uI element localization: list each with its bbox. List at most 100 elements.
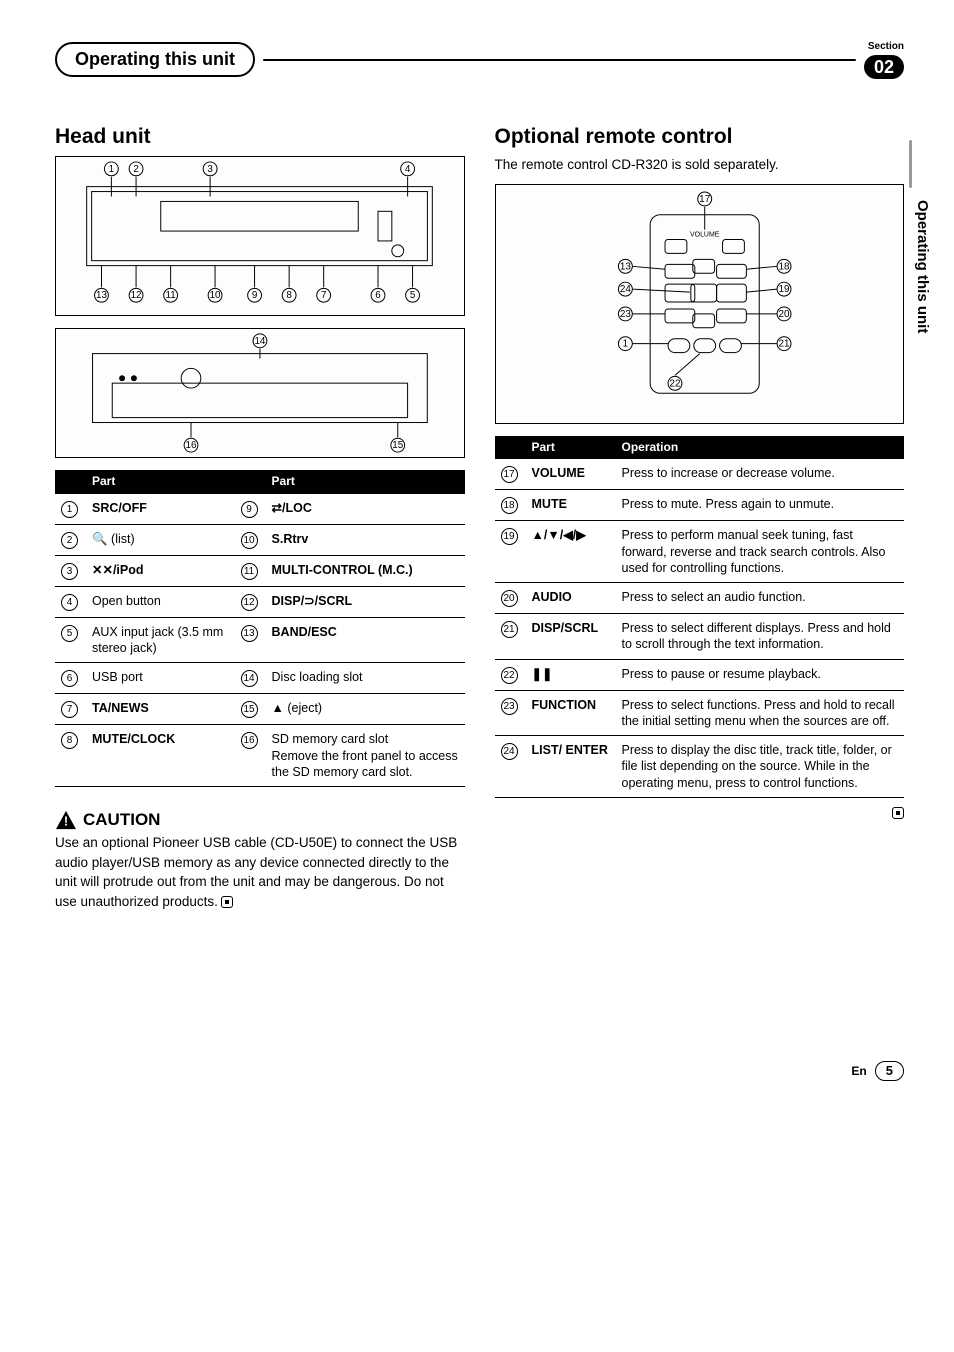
svg-text:6: 6 — [376, 291, 382, 302]
left-column: Head unit 1 2 3 4 — [55, 99, 465, 911]
right-column: Optional remote control The remote contr… — [495, 99, 905, 911]
part-name: USB port — [86, 663, 235, 694]
svg-text:4: 4 — [405, 164, 411, 175]
end-marker-icon — [892, 807, 904, 819]
remote-operations-table: Part Operation 17 VOLUMEPress to increase… — [495, 436, 905, 798]
svg-text:1: 1 — [109, 164, 114, 175]
remote-operation-desc: Press to select different displays. Pres… — [616, 614, 905, 660]
svg-text:24: 24 — [619, 284, 631, 295]
svg-text:16: 16 — [185, 440, 196, 451]
th-part-1: Part — [86, 470, 235, 494]
callout-number: 10 — [241, 532, 258, 549]
caution-text-content: Use an optional Pioneer USB cable (CD-U5… — [55, 835, 457, 909]
section-block: Section 02 — [864, 40, 904, 79]
part-name: SD memory card slotRemove the front pane… — [266, 725, 465, 787]
part-name: 🔍 (list) — [86, 524, 235, 555]
table-row: 5 AUX input jack (3.5 mm stereo jack) 13 BA… — [55, 617, 465, 663]
table-row: 19 ▲/▼/◀/▶Press to perform manual seek tu… — [495, 521, 905, 583]
callout-number: 7 — [61, 701, 78, 718]
part-name: AUX input jack (3.5 mm stereo jack) — [86, 617, 235, 663]
table-row: 2 🔍 (list) 10 S.Rtrv — [55, 524, 465, 555]
svg-text:18: 18 — [778, 261, 790, 272]
callout-number: 19 — [501, 528, 518, 545]
svg-text:7: 7 — [321, 291, 326, 302]
head-unit-front-diagram: 1 2 3 4 13 12 11 — [55, 156, 465, 316]
remote-operation-desc: Press to select an audio function. — [616, 583, 905, 614]
part-name: BAND/ESC — [266, 617, 465, 663]
remote-intro: The remote control CD-R320 is sold separ… — [495, 156, 905, 174]
callout-number: 24 — [501, 743, 518, 760]
part-name: ▲ (eject) — [266, 694, 465, 725]
table-row: 23FUNCTIONPress to select functions. Pre… — [495, 690, 905, 736]
part-name: SRC/OFF — [86, 494, 235, 525]
head-unit-heading: Head unit — [55, 123, 465, 150]
remote-operation-desc: Press to perform manual seek tuning, fas… — [616, 521, 905, 583]
svg-text:3: 3 — [208, 164, 214, 175]
svg-text:!: ! — [64, 814, 68, 829]
th-remote-op: Operation — [616, 436, 905, 460]
svg-text:13: 13 — [96, 291, 107, 302]
callout-number: 8 — [61, 732, 78, 749]
part-name: MULTI-CONTROL (M.C.) — [266, 555, 465, 586]
callout-number: 21 — [501, 621, 518, 638]
table-row: 8 MUTE/CLOCK 16 SD memory card slotRemove t… — [55, 725, 465, 787]
svg-text:1: 1 — [622, 338, 628, 349]
callout-number: 5 — [61, 625, 78, 642]
remote-part-name: VOLUME — [526, 459, 616, 490]
th-part-2: Part — [266, 470, 465, 494]
table-row: 20AUDIOPress to select an audio function… — [495, 583, 905, 614]
svg-text:11: 11 — [166, 291, 176, 302]
callout-number: 1 — [61, 501, 78, 518]
svg-text:19: 19 — [778, 284, 790, 295]
part-name: ⇄/LOC — [266, 494, 465, 525]
svg-text:15: 15 — [392, 440, 403, 451]
callout-number: 16 — [241, 732, 258, 749]
table-row: 6 USB port 14 Disc loading slot — [55, 663, 465, 694]
page-tab-title: Operating this unit — [55, 42, 255, 77]
callout-number: 6 — [61, 670, 78, 687]
part-name: Disc loading slot — [266, 663, 465, 694]
page-footer: En 5 — [55, 1061, 904, 1081]
svg-text:2: 2 — [134, 164, 139, 175]
callout-number: 12 — [241, 594, 258, 611]
remote-operation-desc: Press to display the disc title, track t… — [616, 736, 905, 798]
remote-operation-desc: Press to select functions. Press and hol… — [616, 690, 905, 736]
part-name: Open button — [86, 586, 235, 617]
callout-number: 13 — [241, 625, 258, 642]
th-remote-part: Part — [526, 436, 616, 460]
svg-text:5: 5 — [410, 291, 416, 302]
table-row: 21 DISP/SCRLPress to select different dis… — [495, 614, 905, 660]
section-end — [495, 804, 905, 821]
callout-number: 14 — [241, 670, 258, 687]
head-unit-parts-table: Part Part 1SRC/OFF9⇄/LOC2🔍 (list)10S.Rtr… — [55, 470, 465, 787]
remote-part-name: DISP/SCRL — [526, 614, 616, 660]
remote-part-name: ▲/▼/◀/▶ — [526, 521, 616, 583]
svg-text:13: 13 — [619, 261, 631, 272]
callout-number: 11 — [241, 563, 258, 580]
callout-number: 2 — [61, 532, 78, 549]
callout-number: 15 — [241, 701, 258, 718]
remote-operation-desc: Press to increase or decrease volume. — [616, 459, 905, 490]
remote-operation-desc: Press to mute. Press again to unmute. — [616, 490, 905, 521]
svg-text:12: 12 — [131, 291, 142, 302]
footer-lang: En — [851, 1064, 866, 1080]
remote-operation-desc: Press to pause or resume playback. — [616, 659, 905, 690]
svg-text:9: 9 — [252, 291, 258, 302]
svg-text:21: 21 — [778, 338, 790, 349]
part-name: S.Rtrv — [266, 524, 465, 555]
caution-header: ! CAUTION — [55, 809, 465, 831]
head-unit-open-diagram: 14 16 15 — [55, 328, 465, 458]
table-row: 18MUTEPress to mute. Press again to unmu… — [495, 490, 905, 521]
table-row: 4Open button12DISP/⊃/SCRL — [55, 586, 465, 617]
remote-part-name: MUTE — [526, 490, 616, 521]
callout-number: 4 — [61, 594, 78, 611]
callout-number: 17 — [501, 466, 518, 483]
table-row: 17 VOLUMEPress to increase or decrease vo… — [495, 459, 905, 490]
table-row: 22❚❚Press to pause or resume playback. — [495, 659, 905, 690]
remote-heading: Optional remote control — [495, 123, 905, 150]
part-name: MUTE/CLOCK — [86, 725, 235, 787]
svg-text:8: 8 — [287, 291, 293, 302]
callout-number: 3 — [61, 563, 78, 580]
remote-part-name: LIST/ ENTER — [526, 736, 616, 798]
svg-text:VOLUME: VOLUME — [690, 231, 720, 238]
